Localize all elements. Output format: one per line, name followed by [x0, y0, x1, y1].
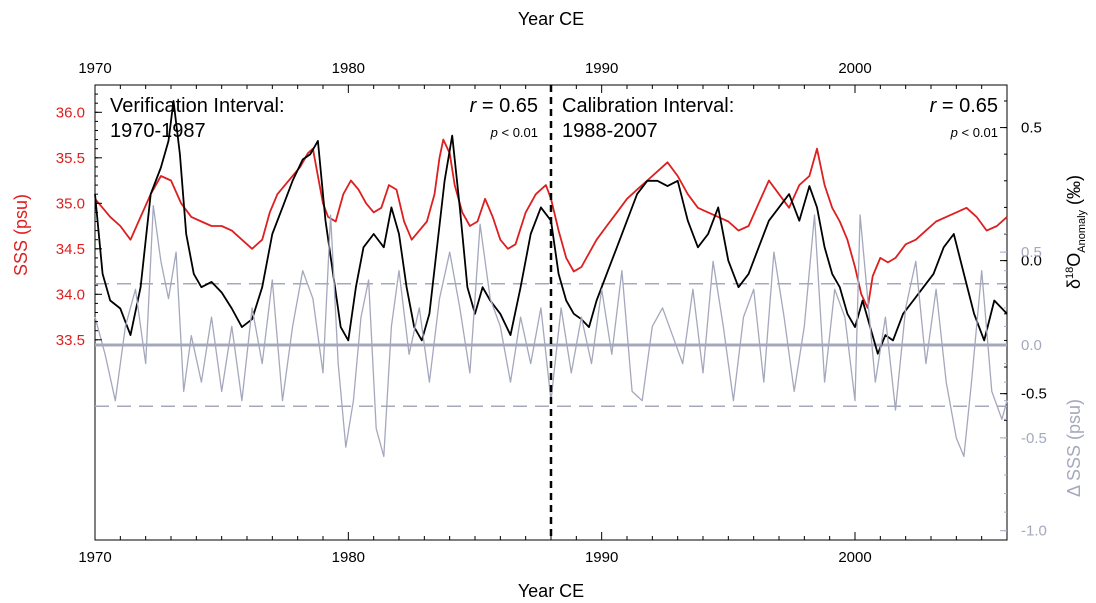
verification-interval-title: Verification Interval:	[110, 95, 285, 117]
x-tick-label-bottom: 2000	[838, 549, 871, 566]
x-axis-title-top: Year CE	[518, 9, 584, 29]
calibration-interval-years: 1988-2007	[562, 120, 658, 142]
delta-sss-series-line	[94, 205, 1008, 458]
sss-tick-label: 33.5	[56, 332, 85, 349]
x-tick-label-top: 1980	[332, 60, 365, 77]
calibration-r-value: r = 0.65	[930, 95, 998, 117]
delta-sss-axis-title: Δ SSS (psu)	[1064, 399, 1084, 497]
delta-sss-tick-label: -0.5	[1021, 430, 1047, 447]
verification-interval-years: 1970-1987	[110, 120, 206, 142]
x-tick-label-top: 1990	[585, 60, 618, 77]
sss-tick-label: 34.0	[56, 286, 85, 303]
d18o-series-line	[94, 100, 1008, 355]
d18o-tick-label: -0.5	[1021, 386, 1047, 403]
delta-sss-tick-label: 0.5	[1021, 244, 1042, 261]
x-tick-label-top: 2000	[838, 60, 871, 77]
sss-tick-label: 35.0	[56, 195, 85, 212]
calibration-interval-title: Calibration Interval:	[562, 95, 734, 117]
x-tick-label-bottom: 1980	[332, 549, 365, 566]
sss-tick-label: 34.5	[56, 241, 85, 258]
sss-series-line	[94, 138, 1008, 309]
delta-sss-tick-label: 0.0	[1021, 337, 1042, 354]
x-tick-label-bottom: 1990	[585, 549, 618, 566]
x-tick-label-bottom: 1970	[78, 549, 111, 566]
d18o-tick-label: 0.5	[1021, 120, 1042, 137]
x-tick-label-top: 1970	[78, 60, 111, 77]
verification-p-value: p < 0.01	[490, 125, 538, 140]
delta-sss-tick-label: -1.0	[1021, 523, 1047, 540]
verification-r-value: r = 0.65	[470, 95, 538, 117]
d18o-axis-title: δ18OAnomaly (‰)	[1064, 175, 1088, 289]
sss-tick-label: 35.5	[56, 150, 85, 167]
sss-axis-title: SSS (psu)	[11, 194, 31, 276]
d18o-tick-label: 0.0	[1021, 253, 1042, 270]
x-axis-title-bottom: Year CE	[518, 581, 584, 601]
sss-tick-label: 36.0	[56, 104, 85, 121]
calibration-p-value: p < 0.01	[950, 125, 998, 140]
